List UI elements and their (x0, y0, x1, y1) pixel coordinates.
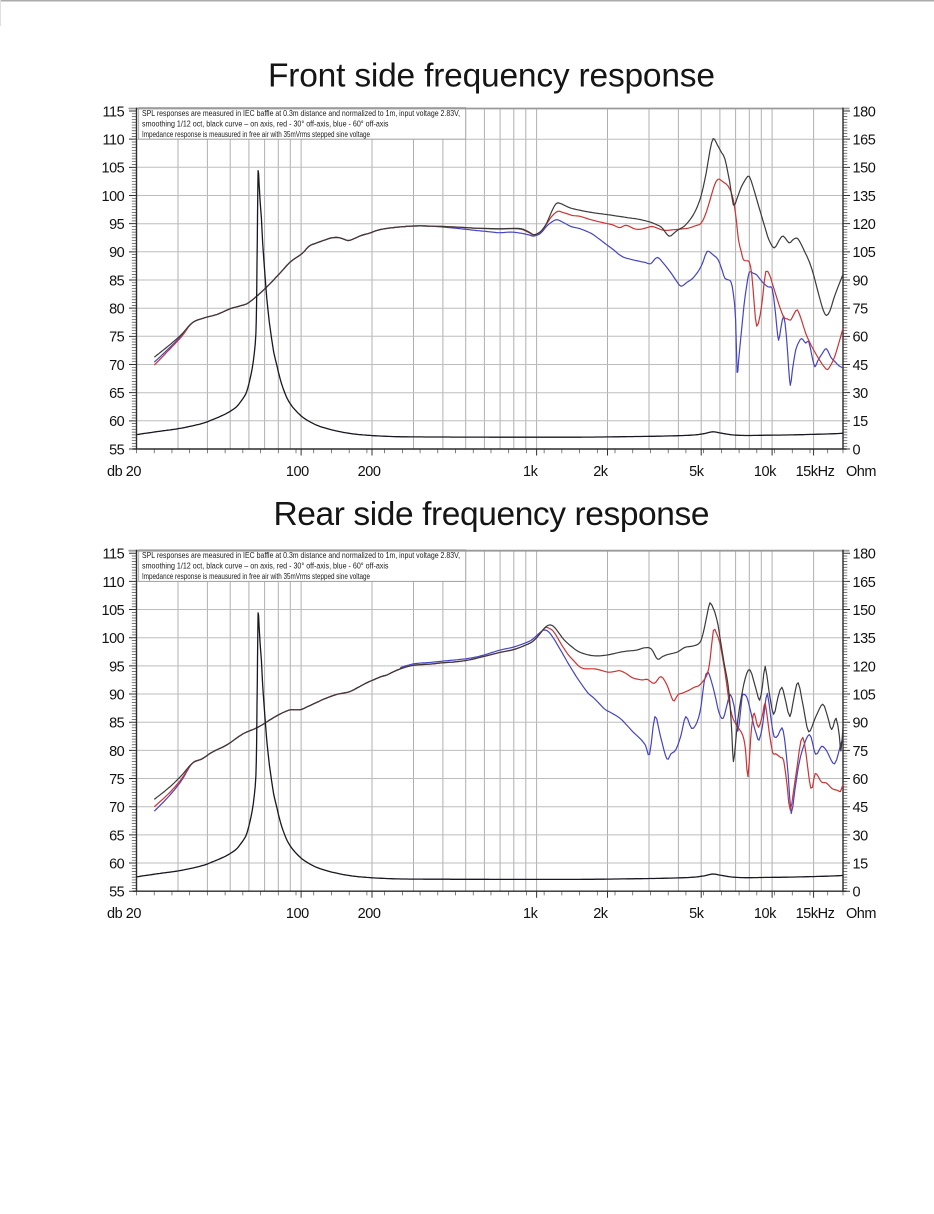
svg-text:10k: 10k (754, 906, 777, 922)
svg-text:105: 105 (101, 161, 124, 177)
svg-text:110: 110 (103, 133, 125, 149)
svg-text:45: 45 (853, 358, 869, 374)
svg-text:Ohm: Ohm (846, 906, 876, 922)
svg-text:15: 15 (853, 856, 869, 872)
svg-text:15: 15 (853, 414, 869, 430)
svg-text:150: 150 (853, 161, 876, 177)
svg-text:75: 75 (109, 330, 125, 346)
svg-text:Rear side frequency response: Rear side frequency response (274, 496, 710, 533)
svg-text:SPL responses are measured in: SPL responses are measured in IEC baffle… (142, 108, 460, 118)
svg-text:Front side frequency response: Front side frequency response (268, 57, 715, 94)
svg-text:100: 100 (286, 906, 309, 922)
svg-text:105: 105 (853, 245, 876, 261)
svg-text:120: 120 (853, 659, 876, 675)
svg-text:55: 55 (109, 442, 125, 458)
svg-text:70: 70 (109, 800, 125, 816)
svg-text:smoothing 1/12 oct, black curv: smoothing 1/12 oct, black curve – on axi… (142, 119, 389, 129)
svg-text:105: 105 (101, 603, 124, 619)
svg-text:db 20: db 20 (107, 464, 141, 480)
svg-text:60: 60 (853, 772, 869, 788)
svg-text:30: 30 (853, 386, 869, 402)
svg-text:5k: 5k (689, 906, 705, 922)
svg-text:30: 30 (853, 828, 869, 844)
svg-text:95: 95 (109, 659, 125, 675)
svg-text:135: 135 (853, 631, 876, 647)
svg-text:110: 110 (103, 575, 125, 591)
svg-text:165: 165 (853, 133, 876, 149)
svg-text:0: 0 (853, 885, 861, 901)
svg-text:95: 95 (109, 217, 125, 233)
svg-text:65: 65 (109, 828, 125, 844)
svg-text:60: 60 (109, 414, 125, 430)
svg-text:180: 180 (853, 547, 876, 563)
svg-text:90: 90 (109, 687, 125, 703)
svg-text:75: 75 (853, 302, 869, 318)
svg-text:2k: 2k (593, 464, 609, 480)
svg-text:115: 115 (103, 547, 125, 563)
svg-text:180: 180 (853, 104, 876, 120)
svg-text:15kHz: 15kHz (796, 464, 835, 480)
svg-text:200: 200 (358, 464, 381, 480)
svg-text:90: 90 (853, 716, 869, 732)
svg-text:55: 55 (109, 885, 125, 901)
svg-text:2k: 2k (593, 906, 609, 922)
svg-text:165: 165 (853, 575, 876, 591)
svg-text:200: 200 (358, 906, 381, 922)
svg-text:70: 70 (109, 358, 125, 374)
svg-text:135: 135 (853, 189, 876, 205)
svg-text:65: 65 (109, 386, 125, 402)
svg-text:120: 120 (853, 217, 876, 233)
svg-text:105: 105 (853, 687, 876, 703)
svg-text:5k: 5k (689, 464, 705, 480)
svg-text:1k: 1k (523, 464, 539, 480)
svg-text:db 20: db 20 (107, 906, 141, 922)
svg-text:1k: 1k (523, 906, 539, 922)
svg-text:15kHz: 15kHz (796, 906, 835, 922)
svg-text:80: 80 (109, 302, 125, 318)
svg-text:SPL responses are measured in: SPL responses are measured in IEC baffle… (142, 550, 460, 560)
svg-text:0: 0 (853, 442, 861, 458)
svg-text:75: 75 (109, 772, 125, 788)
svg-text:100: 100 (101, 631, 124, 647)
svg-text:Impedance response is meausure: Impedance response is meausured in free … (142, 571, 370, 581)
svg-text:100: 100 (286, 464, 309, 480)
svg-text:85: 85 (109, 716, 125, 732)
svg-text:60: 60 (109, 856, 125, 872)
svg-text:90: 90 (853, 273, 869, 289)
svg-text:10k: 10k (754, 464, 777, 480)
svg-text:150: 150 (853, 603, 876, 619)
svg-text:smoothing 1/12 oct, black curv: smoothing 1/12 oct, black curve – on axi… (142, 561, 389, 571)
svg-text:115: 115 (103, 104, 125, 120)
svg-text:Ohm: Ohm (846, 464, 876, 480)
svg-text:85: 85 (109, 273, 125, 289)
svg-text:80: 80 (109, 744, 125, 760)
svg-text:90: 90 (109, 245, 125, 261)
svg-text:Impedance response is meausure: Impedance response is meausured in free … (142, 129, 370, 139)
svg-text:100: 100 (101, 189, 124, 205)
svg-text:75: 75 (853, 744, 869, 760)
svg-text:45: 45 (853, 800, 869, 816)
svg-text:60: 60 (853, 330, 869, 346)
